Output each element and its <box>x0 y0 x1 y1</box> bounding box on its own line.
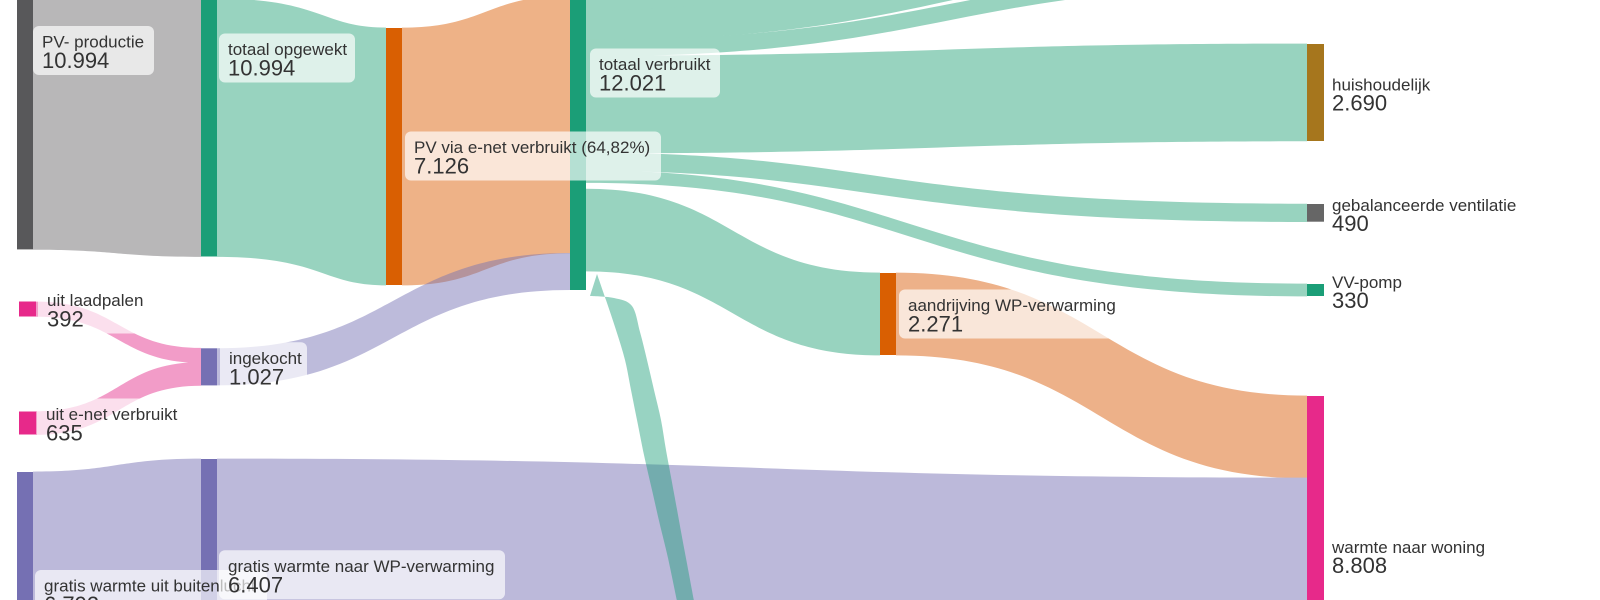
svg-text:490: 490 <box>1332 211 1369 236</box>
svg-text:392: 392 <box>47 307 84 332</box>
svg-text:6.792: 6.792 <box>44 592 99 600</box>
svg-text:ingekocht: ingekocht <box>229 349 302 368</box>
svg-text:2.271: 2.271 <box>908 312 963 337</box>
svg-text:10.994: 10.994 <box>228 56 295 81</box>
svg-text:gratis warmte uit buitenlucht: gratis warmte uit buitenlucht <box>44 577 256 596</box>
svg-text:totaal verbruikt: totaal verbruikt <box>599 55 711 74</box>
svg-text:warmte naar woning: warmte naar woning <box>1331 538 1485 557</box>
svg-text:12.021: 12.021 <box>599 71 666 96</box>
svg-text:PV- productie: PV- productie <box>42 33 144 52</box>
svg-text:huishoudelijk: huishoudelijk <box>1332 76 1431 95</box>
svg-text:gratis warmte naar WP-verwarmi: gratis warmte naar WP-verwarming <box>228 557 494 576</box>
svg-text:aandrijving WP-verwarming: aandrijving WP-verwarming <box>908 296 1116 315</box>
svg-text:totaal opgewekt: totaal opgewekt <box>228 40 347 59</box>
svg-text:330: 330 <box>1332 288 1369 313</box>
svg-text:635: 635 <box>46 421 83 446</box>
svg-text:uit e-net verbruikt: uit e-net verbruikt <box>46 405 178 424</box>
svg-text:8.808: 8.808 <box>1332 553 1387 578</box>
svg-text:10.994: 10.994 <box>42 48 109 73</box>
svg-text:7.126: 7.126 <box>414 154 469 179</box>
svg-text:gebalanceerde ventilatie: gebalanceerde ventilatie <box>1332 196 1516 215</box>
svg-text:PV via e-net verbruikt (64,82%: PV via e-net verbruikt (64,82%) <box>414 138 650 157</box>
svg-text:VV-pomp: VV-pomp <box>1332 273 1402 292</box>
svg-text:uit laadpalen: uit laadpalen <box>47 291 143 310</box>
svg-text:6.407: 6.407 <box>228 572 283 597</box>
svg-text:1.027: 1.027 <box>229 364 284 389</box>
svg-text:2.690: 2.690 <box>1332 91 1387 116</box>
